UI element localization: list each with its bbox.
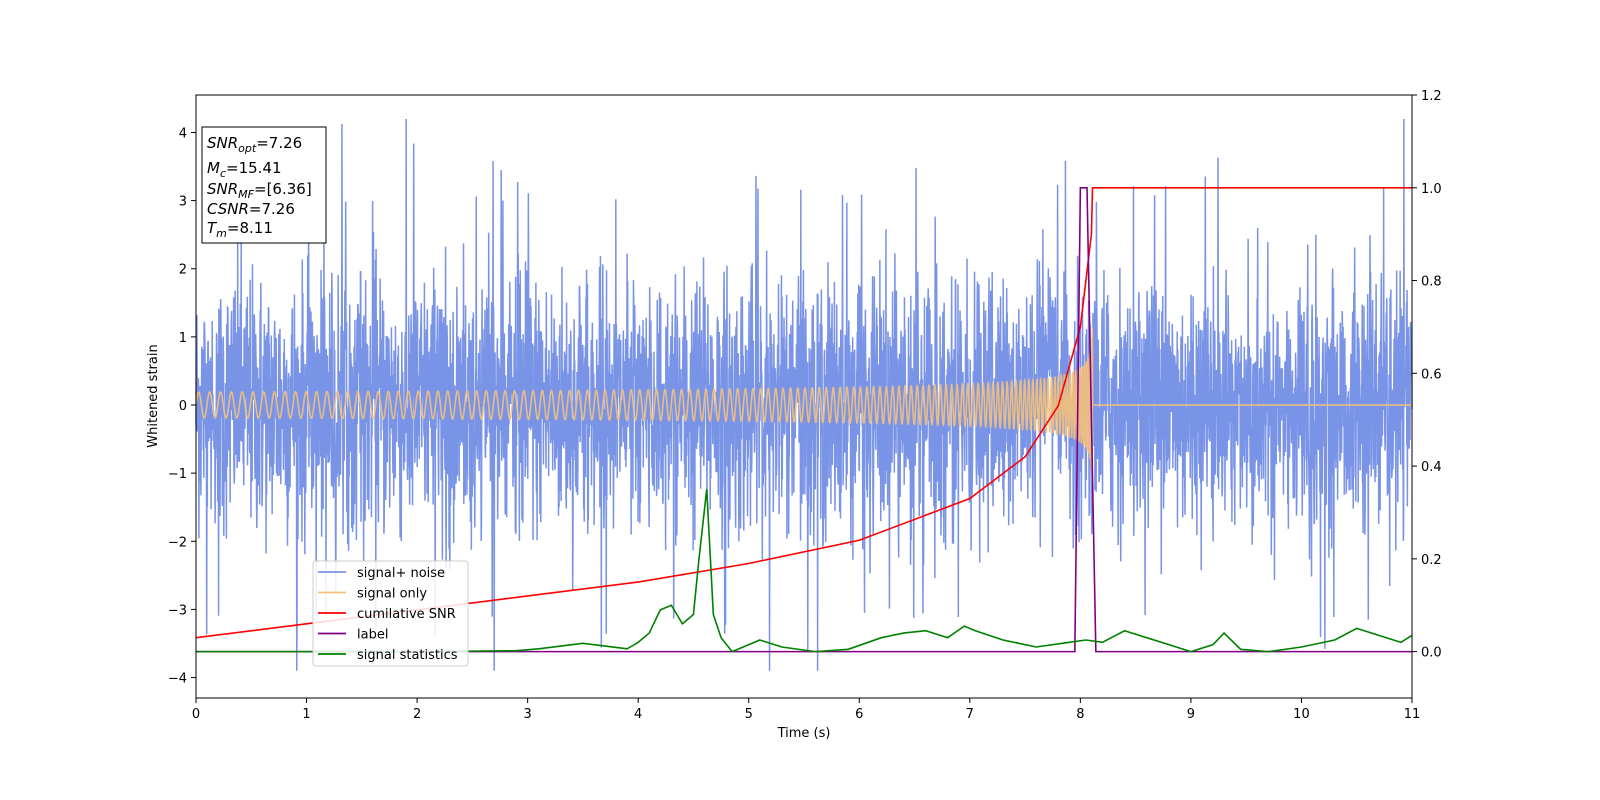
y-left-tick-label: −2 xyxy=(168,535,187,550)
x-tick-label: 2 xyxy=(413,707,421,722)
x-tick-label: 5 xyxy=(745,707,753,722)
y-right-tick-label: 0.6 xyxy=(1421,367,1442,382)
info-line: Tm=8.11 xyxy=(207,219,273,240)
info-box-frame xyxy=(201,126,327,244)
legend: signal+ noise signal only cumilative SNR la… xyxy=(312,560,469,667)
legend-frame xyxy=(312,560,469,667)
plot-frame xyxy=(195,94,1413,699)
info-line: SNRopt=7.26 xyxy=(207,134,302,155)
y-left-tick-label: −4 xyxy=(168,672,187,687)
x-tick-label: 3 xyxy=(523,707,531,722)
series-line-4 xyxy=(196,489,1413,653)
y-left-tick-label: −3 xyxy=(168,603,187,618)
y-left-tick-label: 3 xyxy=(179,195,187,210)
y-left-tick-label: 4 xyxy=(179,126,187,141)
y-right-tick-label: 0.4 xyxy=(1421,460,1442,475)
legend-entry: signal+ noise xyxy=(357,566,445,581)
x-tick-label: 4 xyxy=(634,707,642,722)
legend-entry: signal only xyxy=(357,587,427,602)
info-box: SNRopt=7.26 Mc=15.41SNRMF=[6.36]CSNR=7.26… xyxy=(201,126,327,244)
series-line-1 xyxy=(195,327,1412,482)
x-tick-label: 9 xyxy=(1187,707,1195,722)
series-line-3 xyxy=(196,186,1412,653)
legend-entry: signal statistics xyxy=(357,648,458,663)
x-tick-label: 8 xyxy=(1076,707,1084,722)
y-right-tick-label: 0.2 xyxy=(1421,553,1442,568)
y-left-tick-label: 0 xyxy=(179,399,187,414)
y-right-tick-label: 1.0 xyxy=(1421,182,1442,197)
y-axis-label: Whitened strain xyxy=(146,344,161,447)
y-left-tick-label: 1 xyxy=(179,331,187,346)
info-line: SNRMF=[6.36] xyxy=(207,180,312,201)
info-line: CSNR=7.26 xyxy=(207,200,295,218)
y-right-tick-label: 0.0 xyxy=(1421,646,1442,661)
info-line: Mc=15.41 xyxy=(207,159,282,180)
y-left-tick-label: −1 xyxy=(168,467,187,482)
legend-entry: cumilative SNR xyxy=(357,607,456,622)
legend-entry: label xyxy=(357,628,388,643)
x-tick-label: 11 xyxy=(1404,707,1421,722)
x-tick-label: 6 xyxy=(855,707,863,722)
series-line-0 xyxy=(195,118,1413,671)
x-tick-label: 10 xyxy=(1293,707,1310,722)
y-left-tick-label: 2 xyxy=(179,263,187,278)
x-tick-label: 1 xyxy=(302,707,310,722)
y-right-tick-label: 0.8 xyxy=(1421,275,1442,290)
x-tick-label: 0 xyxy=(192,707,200,722)
y-right-tick-label: 1.2 xyxy=(1421,89,1442,104)
x-axis-label: Time (s) xyxy=(777,726,831,741)
x-tick-label: 7 xyxy=(966,707,974,722)
